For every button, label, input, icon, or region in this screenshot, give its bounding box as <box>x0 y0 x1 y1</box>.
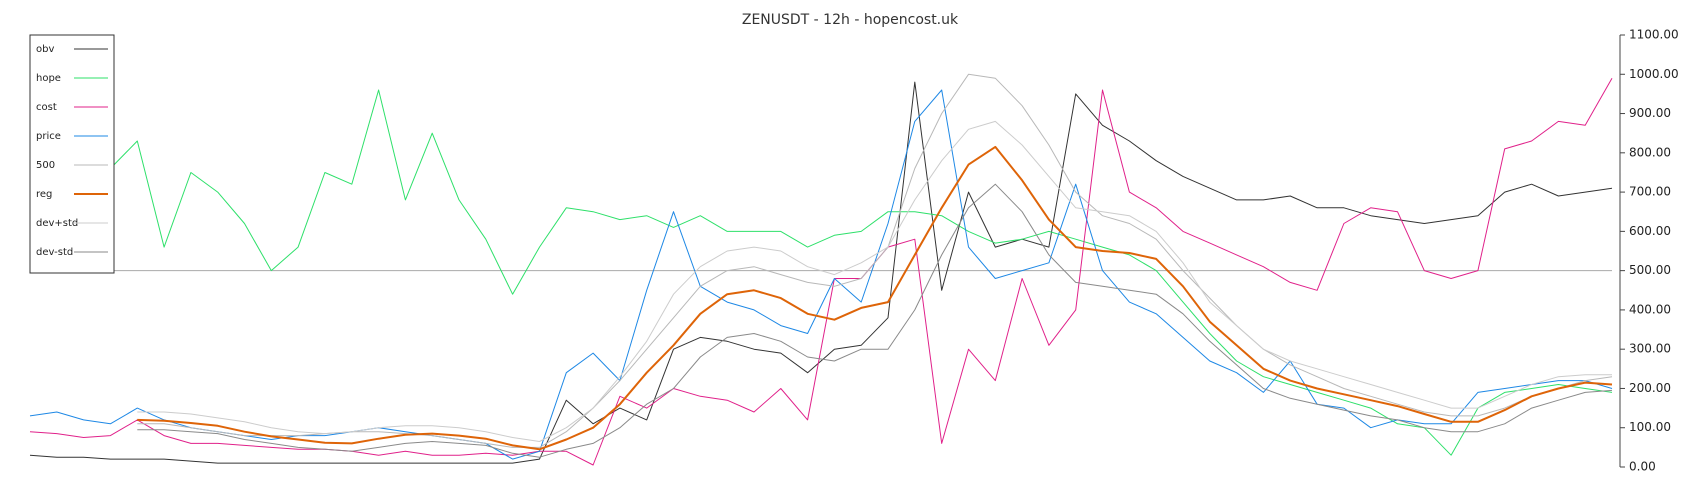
y-tick-label: 500.00 <box>1629 263 1671 277</box>
series-line <box>29 81 1613 464</box>
series-line <box>137 120 1612 442</box>
legend-box <box>29 34 115 274</box>
legend-label: 500 <box>36 160 55 171</box>
y-tick-label: 0.00 <box>1629 460 1656 474</box>
y-tick-label: 300.00 <box>1629 342 1671 356</box>
y-tick-label: 900.00 <box>1629 106 1671 120</box>
y-tick-label: 700.00 <box>1629 185 1671 199</box>
series-line <box>137 145 1613 451</box>
y-tick-label: 400.00 <box>1629 302 1671 316</box>
series-line <box>29 89 1613 460</box>
y-tick-label: 800.00 <box>1629 145 1671 159</box>
y-tick-label: 1100.00 <box>1629 28 1679 42</box>
y-tick-label: 200.00 <box>1629 381 1671 395</box>
legend-label: cost <box>36 102 57 113</box>
legend-label: obv <box>36 44 54 55</box>
legend-label: reg <box>36 189 52 200</box>
legend-label: price <box>36 131 61 142</box>
chart-title: ZENUSDT - 12h - hopencost.uk <box>742 12 959 28</box>
y-tick-label: 1000.00 <box>1629 67 1679 81</box>
y-tick-label: 600.00 <box>1629 224 1671 238</box>
legend-label: dev+std <box>36 218 78 229</box>
legend-label: dev-std <box>36 247 73 258</box>
series-line <box>137 183 1613 458</box>
y-tick-label: 100.00 <box>1629 420 1671 434</box>
legend-label: hope <box>36 73 61 84</box>
series-line <box>137 73 1613 448</box>
series-line <box>29 77 1613 466</box>
series-line <box>29 89 1613 456</box>
legend: obv hope cost price 500 reg dev+std dev-std <box>29 34 115 274</box>
